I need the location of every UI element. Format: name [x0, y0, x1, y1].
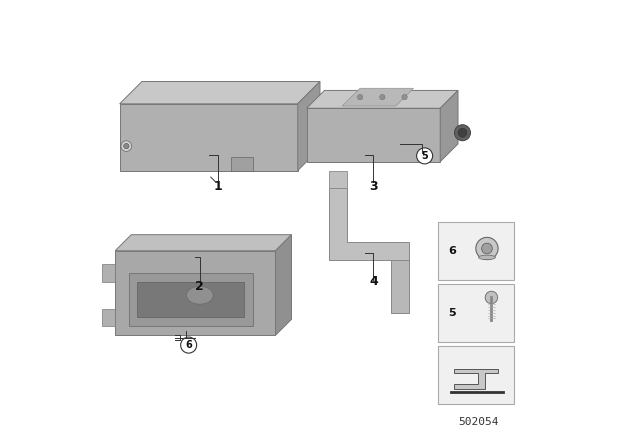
Text: 5: 5	[421, 151, 428, 161]
Polygon shape	[298, 82, 320, 171]
Polygon shape	[342, 88, 413, 106]
Circle shape	[417, 148, 433, 164]
Text: 502054: 502054	[458, 417, 499, 427]
Ellipse shape	[186, 286, 213, 304]
Circle shape	[476, 237, 498, 260]
FancyBboxPatch shape	[438, 222, 514, 280]
Circle shape	[180, 337, 196, 353]
Circle shape	[482, 243, 492, 254]
FancyBboxPatch shape	[438, 284, 514, 342]
Polygon shape	[120, 104, 298, 171]
Polygon shape	[129, 273, 253, 327]
Polygon shape	[115, 251, 275, 335]
Polygon shape	[115, 235, 291, 251]
Circle shape	[485, 291, 498, 304]
Circle shape	[380, 95, 385, 100]
Text: 6: 6	[448, 246, 456, 256]
Circle shape	[458, 128, 467, 137]
Polygon shape	[440, 90, 458, 162]
Circle shape	[357, 95, 363, 100]
Polygon shape	[307, 108, 440, 162]
Polygon shape	[275, 235, 291, 335]
Circle shape	[454, 125, 470, 141]
Polygon shape	[454, 369, 498, 389]
Circle shape	[402, 95, 407, 100]
Polygon shape	[231, 157, 253, 171]
Text: 6: 6	[186, 340, 192, 350]
Ellipse shape	[479, 255, 495, 260]
Polygon shape	[329, 171, 347, 188]
Polygon shape	[120, 82, 320, 104]
Circle shape	[121, 141, 132, 151]
Text: 4: 4	[369, 276, 378, 289]
Text: 2: 2	[195, 280, 204, 293]
Polygon shape	[102, 264, 115, 282]
Text: 5: 5	[448, 308, 456, 318]
FancyBboxPatch shape	[438, 346, 514, 404]
Text: 1: 1	[213, 180, 222, 193]
Polygon shape	[307, 90, 458, 108]
Polygon shape	[138, 282, 244, 318]
Text: 3: 3	[369, 180, 378, 193]
Polygon shape	[329, 188, 409, 260]
Polygon shape	[391, 260, 409, 313]
Circle shape	[124, 143, 129, 149]
Polygon shape	[102, 309, 115, 327]
